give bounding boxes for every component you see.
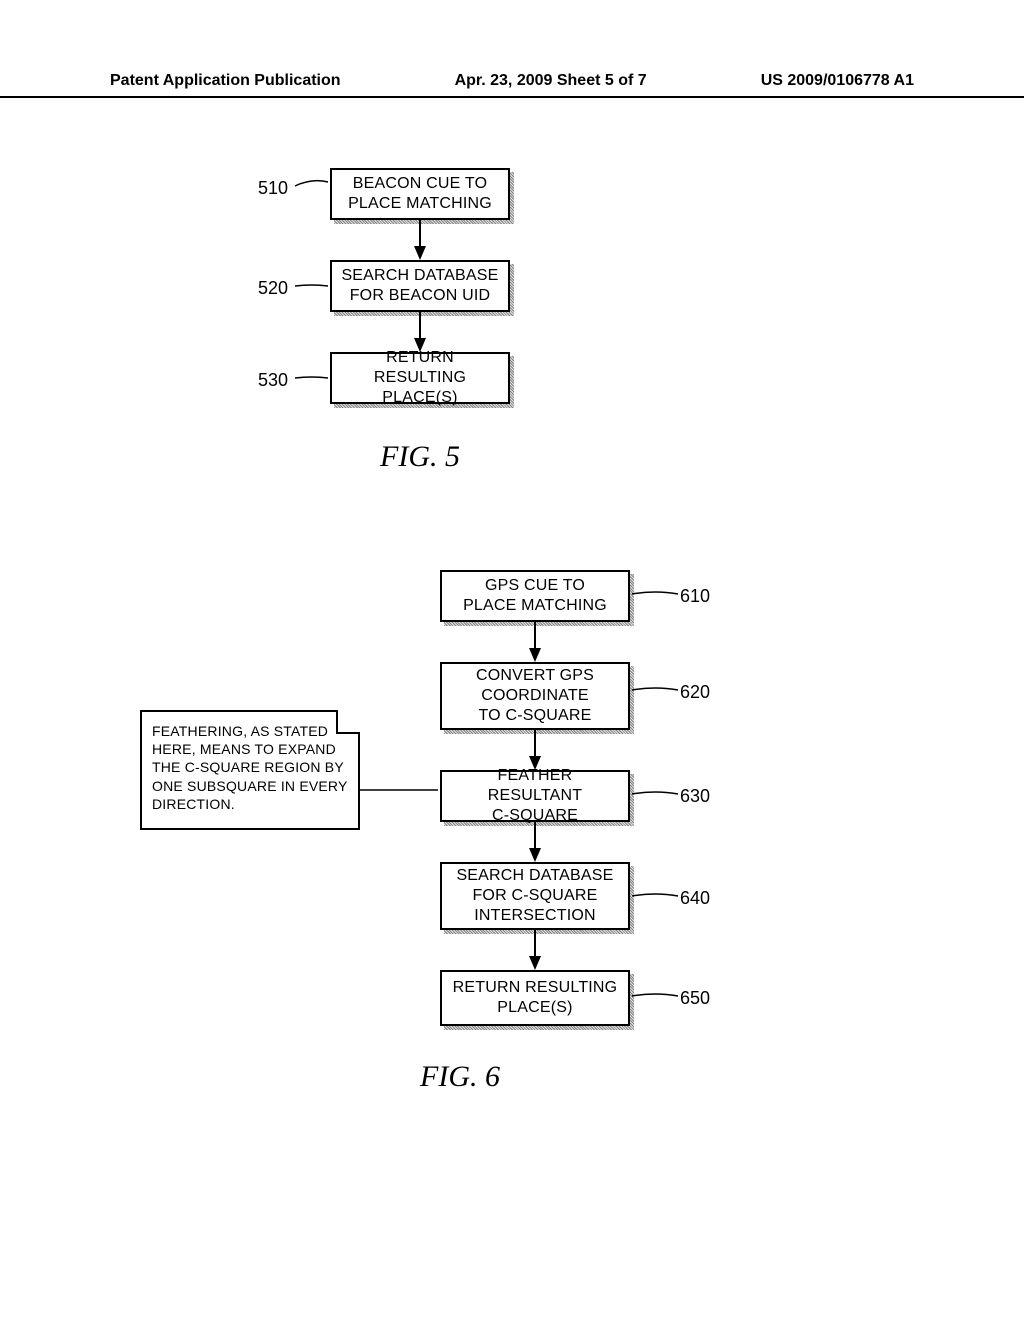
note-line: THE C-SQUARE REGION BY	[152, 758, 348, 776]
box-line: FEATHER RESULTANT	[450, 766, 620, 806]
ref-530: 530	[258, 370, 288, 391]
box-line: FOR BEACON UID	[350, 286, 491, 306]
ref-640: 640	[680, 888, 710, 909]
fig6-note: FEATHERING, AS STATED HERE, MEANS TO EXP…	[140, 710, 360, 830]
note-line: ONE SUBSQUARE IN EVERY	[152, 777, 348, 795]
ref-650: 650	[680, 988, 710, 1009]
box-line: RETURN RESULTING	[340, 348, 500, 388]
ref-610: 610	[680, 586, 710, 607]
ref-620: 620	[680, 682, 710, 703]
fig6-box-650: RETURN RESULTING PLACE(S)	[440, 970, 630, 1026]
fig6-box-640: SEARCH DATABASE FOR C-SQUARE INTERSECTIO…	[440, 862, 630, 930]
box-line: C-SQUARE	[492, 806, 578, 826]
box-line: RETURN RESULTING	[453, 978, 618, 998]
fig5-box-520: SEARCH DATABASE FOR BEACON UID	[330, 260, 510, 312]
note-line: FEATHERING, AS STATED	[152, 722, 348, 740]
ref-510: 510	[258, 178, 288, 199]
header-left: Patent Application Publication	[110, 72, 341, 90]
box-line: PLACE MATCHING	[463, 596, 607, 616]
box-line: COORDINATE	[481, 686, 588, 706]
ref-520: 520	[258, 278, 288, 299]
box-line: PLACE(S)	[497, 998, 572, 1018]
fig5-box-530: RETURN RESULTING PLACE(S)	[330, 352, 510, 404]
ref-630: 630	[680, 786, 710, 807]
box-line: GPS CUE TO	[485, 576, 585, 596]
diagram-canvas: BEACON CUE TO PLACE MATCHING 510 SEARCH …	[0, 100, 1024, 1320]
page-header: Patent Application Publication Apr. 23, …	[0, 72, 1024, 98]
box-line: TO C-SQUARE	[478, 706, 591, 726]
box-line: PLACE(S)	[382, 388, 457, 408]
fig5-box-510: BEACON CUE TO PLACE MATCHING	[330, 168, 510, 220]
fig6-caption: FIG. 6	[420, 1060, 500, 1094]
box-line: BEACON CUE TO	[353, 174, 487, 194]
note-line: DIRECTION.	[152, 795, 348, 813]
note-fold-icon	[336, 710, 360, 734]
fig5-caption: FIG. 5	[380, 440, 460, 474]
box-line: SEARCH DATABASE	[341, 266, 498, 286]
fig6-box-620: CONVERT GPS COORDINATE TO C-SQUARE	[440, 662, 630, 730]
box-line: CONVERT GPS	[476, 666, 594, 686]
box-line: INTERSECTION	[474, 906, 596, 926]
box-line: FOR C-SQUARE	[472, 886, 597, 906]
box-line: SEARCH DATABASE	[456, 866, 613, 886]
fig6-box-630: FEATHER RESULTANT C-SQUARE	[440, 770, 630, 822]
fig6-box-610: GPS CUE TO PLACE MATCHING	[440, 570, 630, 622]
box-line: PLACE MATCHING	[348, 194, 492, 214]
header-mid: Apr. 23, 2009 Sheet 5 of 7	[455, 72, 647, 90]
header-right: US 2009/0106778 A1	[761, 72, 914, 90]
note-line: HERE, MEANS TO EXPAND	[152, 740, 348, 758]
